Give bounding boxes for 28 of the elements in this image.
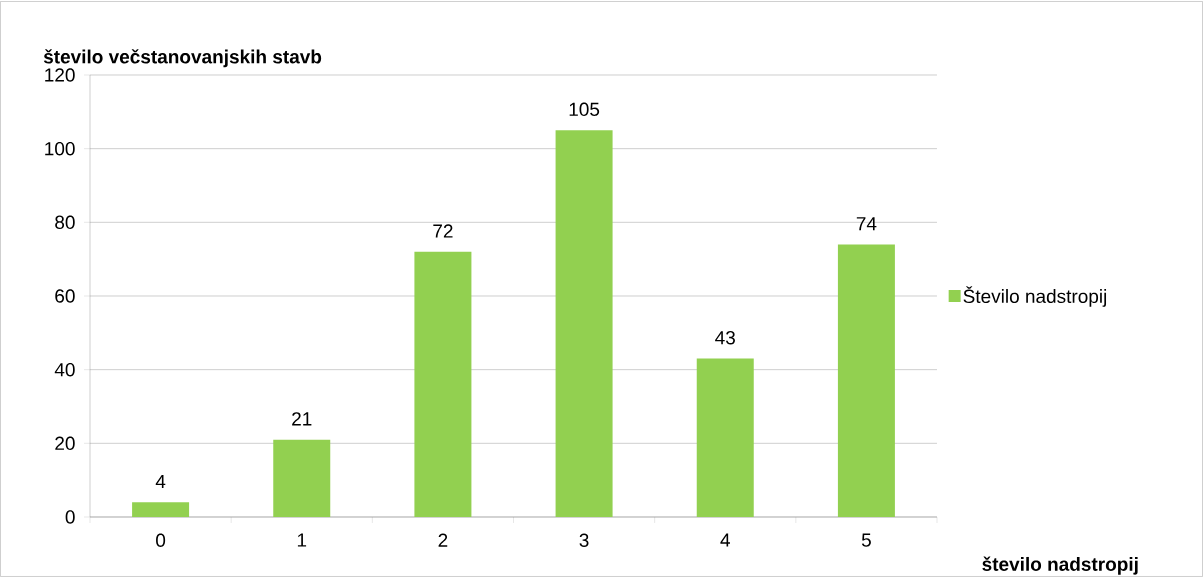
bar	[555, 130, 613, 517]
y-tick-label: 40	[54, 362, 75, 377]
data-label: 72	[433, 224, 453, 238]
y-tick-label: 60	[55, 289, 75, 303]
y-axis-title: število večstanovanjskih stavb	[43, 49, 322, 68]
data-label: 4	[155, 474, 166, 489]
x-tick-label: 2	[438, 533, 448, 547]
data-label: 105	[569, 102, 600, 117]
data-label: 74	[856, 217, 877, 231]
bar	[696, 358, 754, 517]
x-tick-label: 3	[579, 533, 589, 547]
bar	[132, 502, 190, 517]
data-label: 43	[715, 330, 735, 345]
x-axis-title: število nadstropij	[982, 556, 1138, 575]
bar	[837, 244, 895, 517]
y-tick-label: 0	[65, 510, 75, 524]
data-label: 21	[292, 412, 312, 426]
y-tick-label: 80	[55, 215, 75, 230]
y-tick-label: 20	[55, 436, 75, 451]
x-tick-label: 4	[720, 533, 730, 547]
bar	[414, 251, 472, 517]
x-tick-label: 1	[297, 533, 307, 547]
y-tick-label: 100	[45, 141, 75, 156]
legend-label: Število nadstropij	[963, 286, 1107, 307]
bar	[273, 439, 331, 517]
x-tick-label: 5	[861, 533, 871, 547]
y-tick-label: 120	[45, 68, 75, 82]
x-tick-label: 0	[156, 533, 166, 547]
